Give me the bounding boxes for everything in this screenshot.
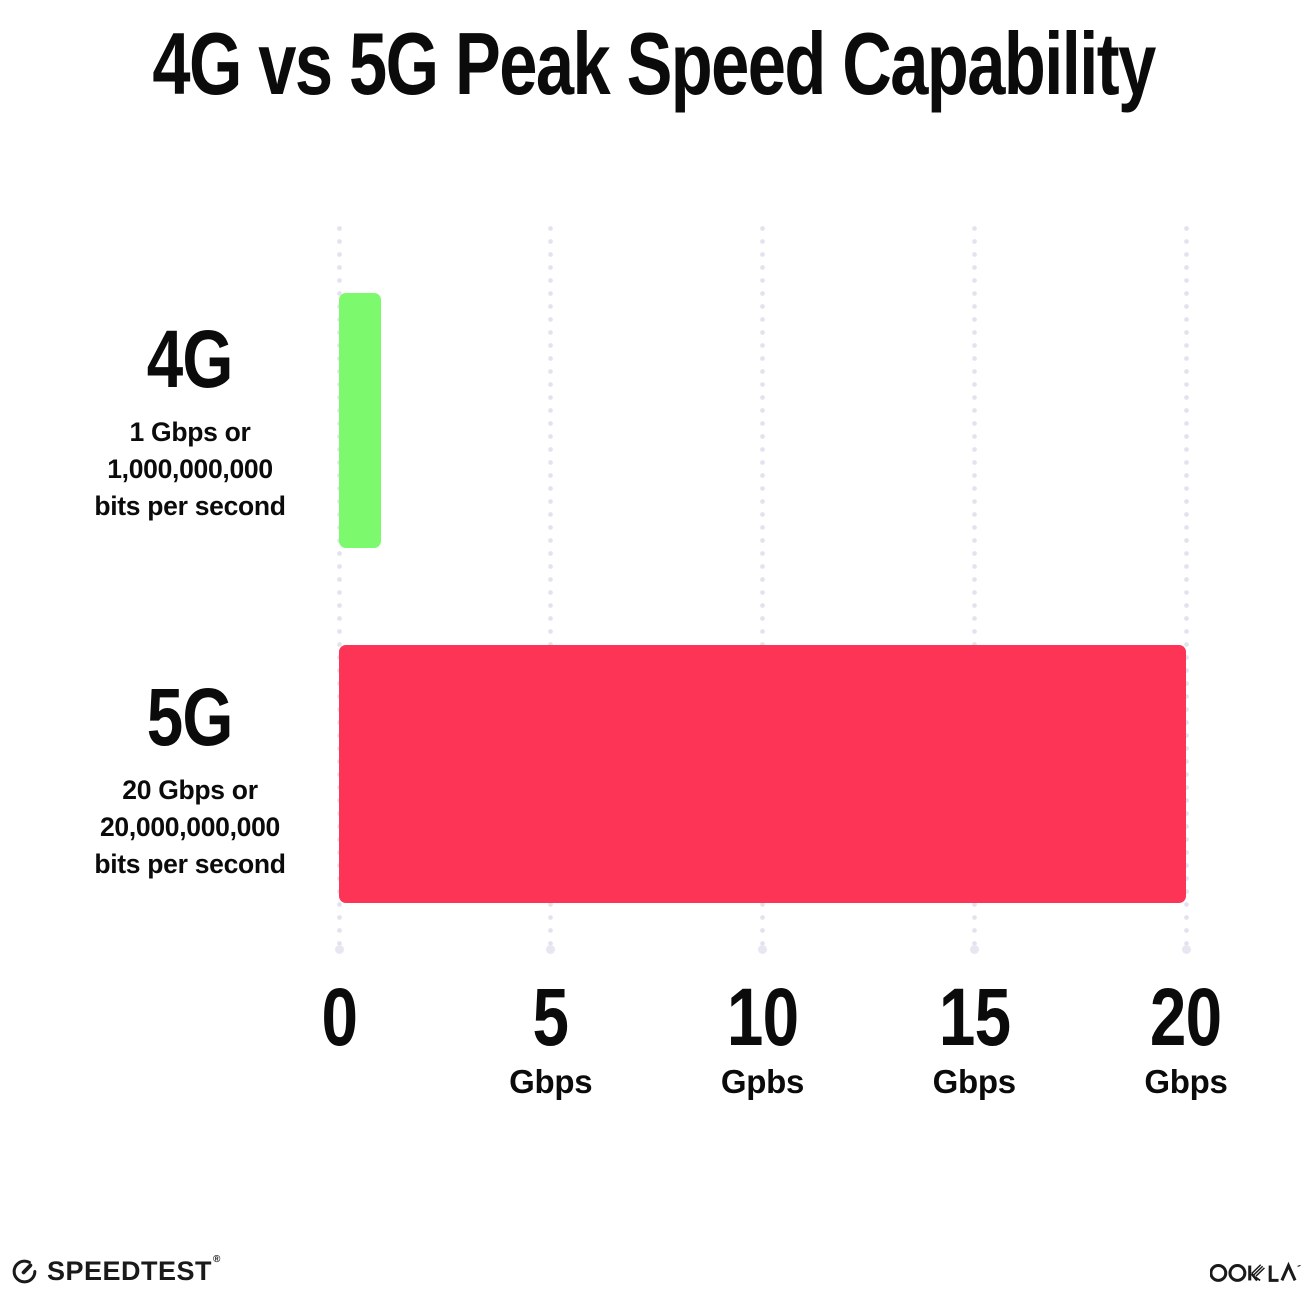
speedtest-logo: SPEEDTEST® — [11, 1254, 221, 1287]
gridline-10 — [758, 222, 767, 954]
xtick-10: 10 Gpbs — [720, 972, 805, 1100]
gridline-20 — [1181, 222, 1191, 954]
gridline-5 — [546, 222, 556, 954]
ookla-logo — [1210, 1261, 1302, 1283]
speedtest-wordmark: SPEEDTEST® — [47, 1254, 221, 1286]
row-label-5g: 5G 20 Gbps or 20,000,000,000 bits per se… — [40, 676, 340, 883]
row-label-4g-subtitle: 1 Gbps or 1,000,000,000 bits per second — [94, 416, 286, 521]
xtick-20: 20 Gbps — [1144, 972, 1228, 1100]
xtick-5: 5 Gbps — [509, 972, 593, 1100]
gridline-0 — [334, 222, 344, 954]
gridline-15 — [969, 222, 979, 954]
row-label-4g-title: 4G — [147, 314, 234, 405]
speedtest-gauge-icon — [11, 1258, 38, 1285]
chart-title: 4G vs 5G Peak Speed Capability — [152, 14, 1157, 113]
xtick-0: 0 — [321, 972, 357, 1063]
trademark-mark: ® — [213, 1254, 221, 1265]
plot-area — [334, 222, 1191, 955]
row-label-5g-subtitle: 20 Gbps or 20,000,000,000 bits per secon… — [94, 774, 286, 879]
bar-4g — [339, 293, 382, 548]
row-label-4g: 4G 1 Gbps or 1,000,000,000 bits per seco… — [40, 318, 340, 525]
bar-5g — [339, 645, 1186, 903]
xtick-15: 15 Gbps — [932, 972, 1016, 1100]
row-label-5g-title: 5G — [147, 672, 234, 763]
